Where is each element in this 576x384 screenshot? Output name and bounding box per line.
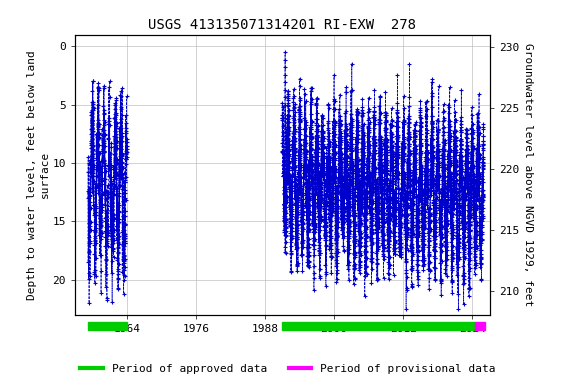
- Bar: [88, 322, 127, 330]
- Bar: [282, 322, 475, 330]
- Legend: Period of approved data, Period of provisional data: Period of approved data, Period of provi…: [76, 359, 500, 379]
- Y-axis label: Groundwater level above NGVD 1929, feet: Groundwater level above NGVD 1929, feet: [523, 43, 533, 306]
- Y-axis label: Depth to water level, feet below land
surface: Depth to water level, feet below land su…: [27, 50, 50, 300]
- Bar: [475, 322, 485, 330]
- Title: USGS 413135071314201 RI-EXW  278: USGS 413135071314201 RI-EXW 278: [148, 18, 416, 32]
